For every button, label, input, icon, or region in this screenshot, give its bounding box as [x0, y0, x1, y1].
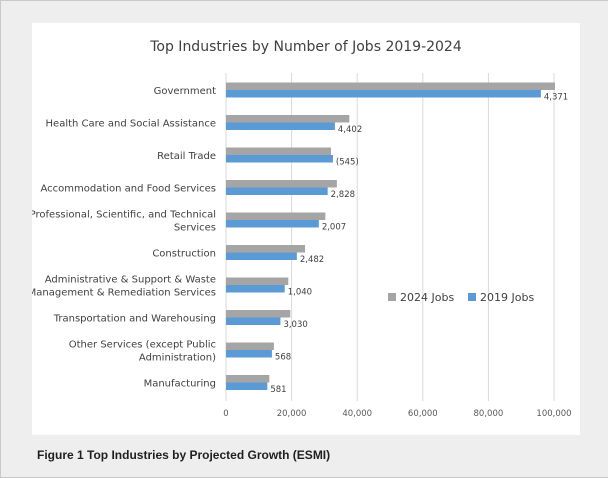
- category-label: Professional, Scientific, and Technical: [32, 210, 216, 221]
- bar-2024: [226, 213, 325, 221]
- category-label: Manufacturing: [144, 379, 216, 390]
- data-label: 2,828: [331, 190, 355, 200]
- bar-2024: [226, 83, 555, 91]
- data-label: 4,371: [544, 93, 568, 103]
- data-label: 4,402: [338, 125, 362, 135]
- bar-2024: [226, 375, 269, 383]
- bar-2019: [226, 350, 272, 358]
- bar-2024: [226, 115, 349, 123]
- bar-2019: [226, 220, 319, 228]
- data-label: 2,007: [322, 223, 346, 233]
- bar-2019: [226, 285, 285, 293]
- bar-chart: 0 20,000 40,000 60,000 80,000 100,000 Governme…: [32, 23, 580, 435]
- category-label: Management & Remediation Services: [32, 288, 216, 299]
- category-label: Administration): [139, 353, 216, 364]
- bar-2019: [226, 155, 333, 163]
- legend-label: 2024 Jobs: [400, 291, 454, 304]
- bar-2024: [226, 148, 331, 156]
- category-label: Other Services (except Public: [69, 340, 216, 351]
- bar-2019: [226, 188, 328, 196]
- bar-2019: [226, 318, 280, 326]
- bar-2024: [226, 245, 305, 253]
- bar-2019: [226, 123, 335, 131]
- x-tick-label: 20,000: [277, 409, 307, 419]
- category-label: Services: [174, 223, 216, 234]
- bar-2019: [226, 383, 267, 391]
- data-label: 3,030: [283, 320, 307, 330]
- x-tick-label: 0: [223, 409, 228, 419]
- bar-2019: [226, 90, 541, 98]
- bar-2024: [226, 343, 274, 351]
- x-tick-label: 60,000: [408, 409, 438, 419]
- bar-2019: [226, 253, 297, 261]
- data-label: 2,482: [300, 255, 324, 265]
- category-label: Transportation and Warehousing: [53, 314, 216, 325]
- category-label: Government: [154, 86, 216, 97]
- bar-2024: [226, 310, 290, 318]
- data-label: 568: [275, 353, 291, 363]
- legend-swatch-2024: [388, 293, 396, 301]
- category-label: Health Care and Social Assistance: [46, 119, 216, 130]
- category-label: Construction: [152, 249, 216, 260]
- legend-swatch-2019: [468, 293, 476, 301]
- category-label: Administrative & Support & Waste: [45, 275, 216, 286]
- chart-panel: Top Industries by Number of Jobs 2019-20…: [32, 23, 580, 435]
- category-label: Accommodation and Food Services: [40, 184, 216, 195]
- bar-2024: [226, 180, 337, 188]
- x-tick-label: 40,000: [342, 409, 372, 419]
- x-tick-label: 100,000: [536, 409, 571, 419]
- data-label: 1,040: [288, 288, 312, 298]
- legend-label: 2019 Jobs: [480, 291, 534, 304]
- category-label: Retail Trade: [157, 151, 216, 162]
- data-label: (545): [336, 158, 359, 168]
- figure-caption: Figure 1 Top Industries by Projected Gro…: [37, 448, 330, 462]
- data-label: 581: [270, 385, 286, 395]
- x-tick-label: 80,000: [474, 409, 504, 419]
- bar-2024: [226, 278, 288, 286]
